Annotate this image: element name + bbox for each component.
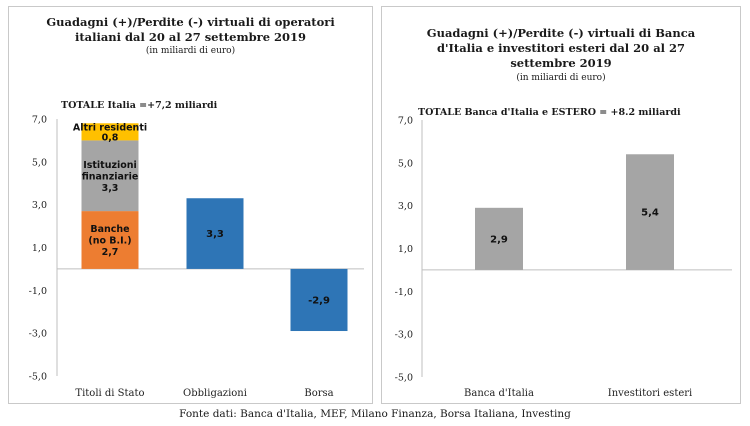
bar-value-label: 5,4 <box>641 208 659 219</box>
right-x-category-label: Investitori esteri <box>608 388 692 399</box>
right-y-tick-label: 7,0 <box>398 116 413 127</box>
bar-value-label: 2,9 <box>490 234 508 245</box>
left-y-tick-label: 1,0 <box>32 243 47 254</box>
right-chart-title-line-2: d'Italia e investitori esteri dal 20 al … <box>436 41 686 55</box>
stack-segment-name-label: Istituzioni <box>83 160 137 171</box>
stack-segment-name-label: Altri residenti <box>73 122 147 133</box>
right-chart-title-line-3: settembre 2019 <box>510 56 612 70</box>
right-y-tick-label: 1,0 <box>398 244 413 255</box>
source-note: Fonte dati: Banca d'Italia, MEF, Milano … <box>179 408 571 420</box>
right-y-tick-label: -3,0 <box>395 330 413 341</box>
stack-segment-value-label: 3,3 <box>102 183 119 194</box>
bar <box>475 207 523 270</box>
left-x-category-label: Borsa <box>304 388 333 399</box>
right-chart-panel: Guadagni (+)/Perdite (-) virtuali di Ban… <box>381 6 741 404</box>
bar-value-label: 3,3 <box>206 229 224 240</box>
right-y-tick-label: 5,0 <box>398 158 413 169</box>
stack-segment-1 <box>81 211 139 269</box>
stack-segment-3 <box>81 123 139 141</box>
left-chart-panel: Guadagni (+)/Perdite (-) virtuali di ope… <box>8 6 373 404</box>
left-chart-subtitle: (in miliardi di euro) <box>145 46 236 56</box>
bar <box>290 268 348 332</box>
left-y-tick-label: -1,0 <box>29 286 47 297</box>
stack-segment-value-label: 2,7 <box>102 247 119 258</box>
right-chart-title-line-1: Guadagni (+)/Perdite (-) virtuali di Ban… <box>426 26 696 40</box>
right-chart-plot: 7,0 5,0 3,0 1,0 -1,0 -3,0 -5,0 2,9 5,4 Banca d'It… <box>395 116 732 399</box>
stack-segment-value-label: 0,8 <box>102 132 119 143</box>
left-y-tick-label: -5,0 <box>29 372 47 383</box>
left-chart-title-line-2: italiani dal 20 al 27 settembre 2019 <box>74 30 307 44</box>
left-y-tick-label: 3,0 <box>32 200 47 211</box>
bar-value-label: -2,9 <box>308 295 330 306</box>
bar <box>626 154 674 270</box>
stack-segment-name-label: finanziarie <box>82 171 139 182</box>
left-y-tick-label: 7,0 <box>32 115 47 126</box>
right-y-tick-label: -1,0 <box>395 287 413 298</box>
right-chart-total-label: TOTALE Banca d'Italia e ESTERO = +8.2 mi… <box>418 107 681 118</box>
left-y-tick-label: -3,0 <box>29 329 47 340</box>
right-x-category-label: Banca d'Italia <box>464 388 534 399</box>
left-x-category-label: Obbligazioni <box>183 388 247 399</box>
right-y-tick-label: -5,0 <box>395 373 413 384</box>
right-y-tick-label: 3,0 <box>398 201 413 212</box>
stack-segment-name-label: Banche <box>90 224 129 235</box>
stack-segment-name-label: (no B.I.) <box>88 236 131 247</box>
left-chart-plot: 7,0 5,0 3,0 1,0 -1,0 -3,0 -5,0 Banche(no B.I.)2… <box>29 115 364 399</box>
left-chart-total-label: TOTALE Italia =+7,2 miliardi <box>61 100 218 111</box>
left-chart-title-line-1: Guadagni (+)/Perdite (-) virtuali di ope… <box>46 15 335 29</box>
stack-segment-2 <box>81 140 139 212</box>
left-x-category-label: Titoli di Stato <box>75 388 144 399</box>
bar <box>186 198 244 269</box>
left-y-tick-label: 5,0 <box>32 157 47 168</box>
right-chart-subtitle: (in miliardi di euro) <box>516 73 606 83</box>
